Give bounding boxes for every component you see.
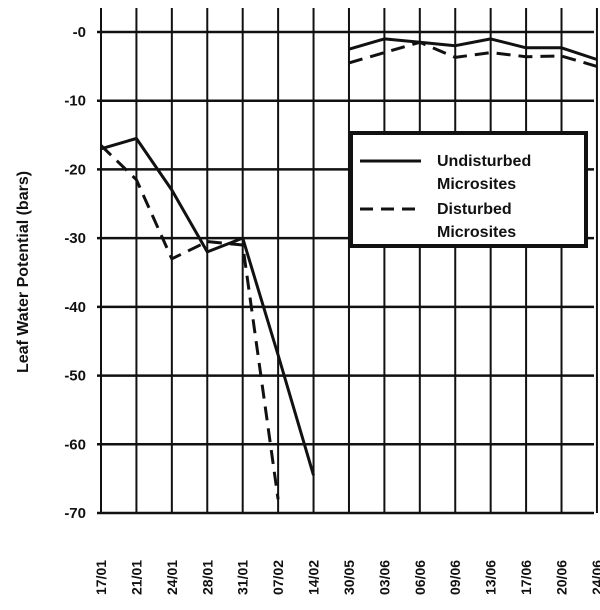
legend-label-undisturbed-line1: Undisturbed xyxy=(437,153,531,170)
y-tick-label: -60 xyxy=(64,436,86,453)
legend-label-disturbed-line1: Disturbed xyxy=(437,201,512,218)
y-axis-ticks: -70 -60 -50 -40 -30 -20 -10 -0 xyxy=(64,24,86,522)
x-tick-label: 21/01 xyxy=(128,560,144,595)
y-tick-label: -20 xyxy=(64,161,86,178)
grid xyxy=(97,8,598,515)
x-tick-label: 24/01 xyxy=(164,560,180,595)
series-line-disturbed-early xyxy=(99,144,280,500)
y-axis-title: Leaf Water Potential (bars) xyxy=(15,171,32,373)
x-tick-label: 09/06 xyxy=(447,560,463,595)
y-tick-label: -70 xyxy=(64,505,86,522)
x-tick-label: 31/01 xyxy=(235,560,251,595)
y-tick-label: -40 xyxy=(64,299,86,316)
x-axis-ticks: 17/01 21/01 24/01 28/01 31/01 07/02 14/02 30/05… xyxy=(93,560,600,595)
x-tick-label: 20/06 xyxy=(554,560,570,595)
legend: Undisturbed Microsites Disturbed Microsi… xyxy=(349,131,588,248)
y-tick-label: -10 xyxy=(64,93,86,110)
series-line-disturbed-late xyxy=(348,40,598,68)
y-tick-label: -30 xyxy=(64,230,86,247)
x-tick-label: 28/01 xyxy=(199,560,215,595)
x-tick-label: 13/06 xyxy=(483,560,499,595)
x-tick-label: 24/06 xyxy=(589,560,600,595)
x-tick-label: 07/02 xyxy=(270,560,286,595)
y-tick-label: -0 xyxy=(73,24,86,41)
legend-label-undisturbed-line2: Microsites xyxy=(437,176,516,193)
legend-box xyxy=(349,131,588,248)
x-tick-label: 17/06 xyxy=(518,560,534,595)
x-tick-label: 14/02 xyxy=(306,560,322,595)
y-tick-label: -50 xyxy=(64,368,86,385)
x-tick-label: 06/06 xyxy=(412,560,428,595)
x-tick-label: 30/05 xyxy=(341,560,357,595)
x-tick-label: 17/01 xyxy=(93,560,109,595)
x-tick-label: 03/06 xyxy=(376,560,392,595)
legend-label-disturbed-line2: Microsites xyxy=(437,224,516,241)
series-lines xyxy=(99,37,598,500)
series-line-undisturbed-late xyxy=(348,37,598,61)
